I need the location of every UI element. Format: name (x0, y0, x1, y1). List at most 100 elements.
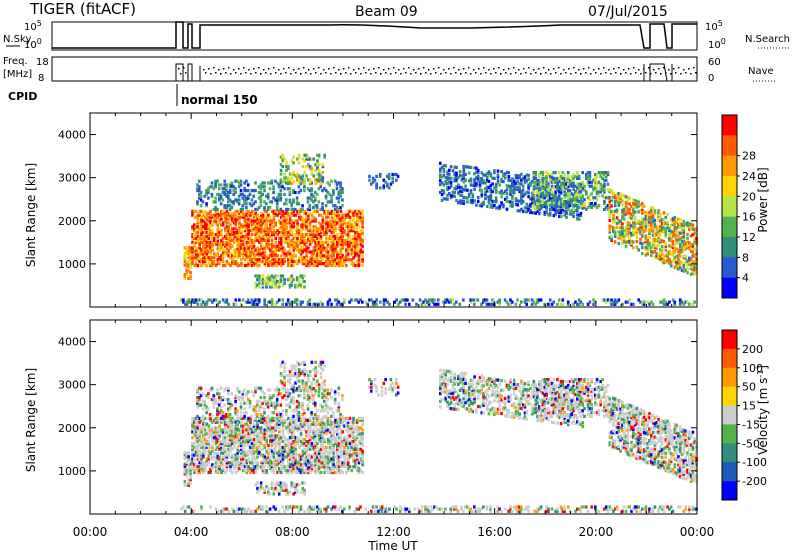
echo-cell (682, 223, 686, 227)
echo-cell (326, 221, 330, 225)
echo-cell (325, 246, 328, 250)
echo-cell (231, 254, 234, 258)
echo-cell (554, 171, 557, 175)
echo-cell (290, 221, 294, 225)
echo-cell (259, 204, 263, 208)
echo-cell (225, 424, 229, 428)
echo-cell (568, 194, 572, 198)
echo-cell (536, 198, 539, 202)
echo-cell (205, 252, 209, 256)
echo-cell (498, 204, 502, 208)
echo-cell (375, 302, 378, 306)
echo-cell (261, 285, 265, 289)
echo-cell (261, 418, 265, 422)
echo-cell (451, 298, 454, 302)
echo-cell (212, 418, 216, 422)
echo-cell (480, 190, 484, 194)
echo-cell (240, 434, 243, 438)
echo-cell (321, 246, 325, 250)
echo-cell (216, 254, 220, 258)
echo-cell (221, 260, 225, 264)
echo-cell (269, 455, 272, 459)
echo-cell (216, 461, 220, 465)
echo-cell (296, 209, 299, 213)
echo-cell (187, 259, 190, 263)
echo-cell (639, 300, 642, 304)
echo-cell (613, 202, 617, 206)
echo-cell (361, 215, 364, 219)
echo-cell (221, 418, 225, 422)
echo-cell (249, 461, 252, 465)
echo-cell (234, 441, 238, 446)
echo-cell (205, 217, 209, 221)
echo-cell (303, 274, 306, 278)
echo-cell (265, 242, 268, 246)
echo-cell (245, 465, 249, 469)
echo-cell (621, 237, 624, 241)
echo-cell (227, 262, 230, 266)
echo-cell (574, 174, 577, 179)
echo-cell (323, 211, 326, 215)
echo-cell (475, 166, 478, 170)
echo-cell (237, 181, 241, 185)
echo-cell (296, 238, 299, 242)
echo-cell (240, 246, 243, 250)
echo-cell (254, 258, 258, 262)
echo-cell (314, 219, 317, 223)
echo-cell (547, 191, 550, 196)
echo-cell (232, 233, 236, 237)
echo-cell (292, 256, 296, 260)
echo-cell (294, 213, 297, 217)
echo-cell (354, 209, 357, 213)
echo-cell (624, 229, 628, 233)
echo-cell (252, 449, 256, 453)
echo-cell (610, 189, 613, 193)
echo-cell (489, 193, 493, 197)
echo-cell (247, 254, 250, 258)
freq-dot (583, 68, 585, 70)
echo-cell (341, 190, 344, 195)
echo-cell (615, 300, 619, 304)
echo-cell (644, 245, 648, 249)
echo-cell (675, 237, 678, 241)
echo-cell (254, 457, 258, 461)
echo-cell (632, 302, 635, 306)
echo-cell (216, 430, 220, 434)
echo-cell (509, 184, 512, 188)
freq-dot (575, 72, 577, 74)
echo-cell (536, 194, 539, 198)
echo-cell (328, 200, 331, 204)
echo-cell (641, 234, 644, 238)
echo-cell (588, 174, 592, 179)
echo-cell (263, 455, 267, 459)
echo-cell (225, 244, 229, 248)
echo-cell (648, 224, 651, 228)
echo-cell (214, 183, 217, 187)
echo-cell (520, 300, 523, 304)
echo-cell (341, 234, 344, 239)
echo-cell (260, 242, 263, 246)
echo-cell (590, 184, 593, 188)
echo-cell (464, 196, 467, 200)
echo-cell (659, 211, 662, 215)
echo-cell (214, 430, 218, 434)
echo-cell (272, 455, 276, 459)
echo-cell (263, 300, 266, 304)
echo-cell (196, 187, 199, 191)
echo-cell (247, 426, 250, 430)
echo-cell (480, 204, 484, 208)
echo-cell (458, 199, 462, 203)
echo-cell (247, 263, 250, 268)
echo-cell (393, 300, 397, 304)
echo-cell (294, 300, 297, 304)
echo-cell (231, 447, 234, 451)
echo-cell (274, 260, 277, 264)
echo-cell (211, 300, 214, 304)
echo-cell (200, 416, 203, 420)
echo-cell (209, 418, 212, 422)
echo-cell (279, 168, 283, 172)
echo-cell (586, 174, 590, 179)
echo-cell (686, 263, 689, 267)
echo-cell (260, 223, 263, 227)
echo-cell (339, 258, 343, 262)
